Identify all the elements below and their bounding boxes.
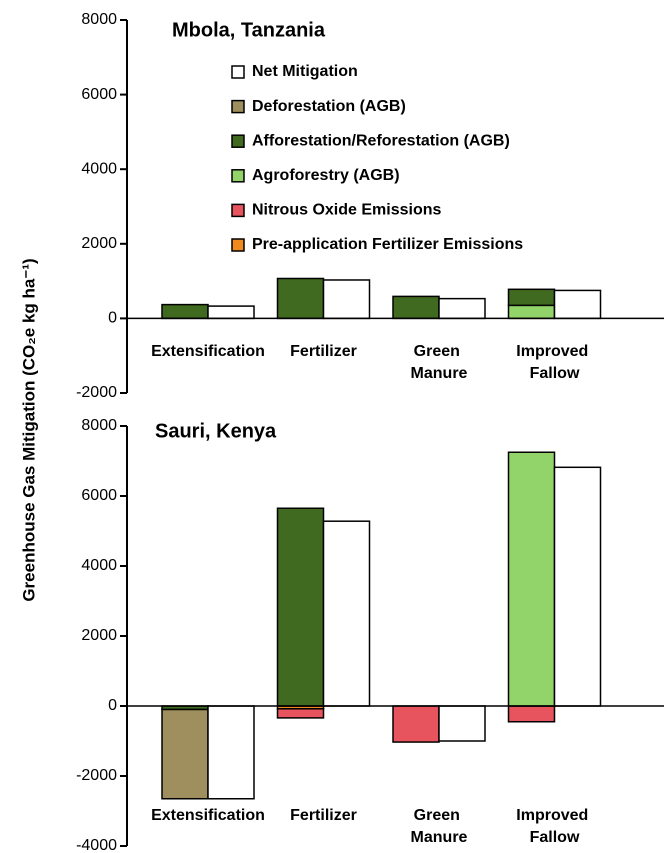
x-tick-label: Improved Fallow	[516, 807, 592, 846]
y-tick-label: -2000	[76, 767, 117, 784]
x-tick-label: Fertilizer	[290, 343, 357, 360]
y-tick-label: 6000	[81, 487, 117, 504]
y-axis-label: Greenhouse Gas Mitigation (CO₂e kg ha⁻¹)	[19, 258, 38, 601]
net-bar	[438, 297, 486, 320]
y-tick-label: 2000	[81, 627, 117, 644]
chart-title: Sauri, Kenya	[155, 420, 277, 442]
y-tick-label: -2000	[76, 384, 117, 401]
bar-segment	[161, 708, 209, 800]
y-tick-label: 6000	[81, 86, 117, 103]
legend-label: Agroforestry (AGB)	[252, 167, 400, 184]
y-tick-label: 2000	[81, 235, 117, 252]
legend-label: Nitrous Oxide Emissions	[252, 202, 441, 219]
x-tick-label: Improved Fallow	[516, 343, 592, 382]
net-bar	[207, 305, 255, 320]
x-tick-label: Extensification	[151, 343, 265, 360]
x-tick-label: Green Manure	[411, 807, 468, 846]
legend-swatch	[231, 203, 245, 218]
y-tick-label: 4000	[81, 160, 117, 177]
bar-segment	[507, 451, 556, 707]
bar-segment	[161, 303, 209, 320]
x-tick-label: Green Manure	[411, 343, 468, 382]
legend-swatch	[231, 99, 245, 114]
bar-segment	[276, 507, 325, 707]
chart-title: Mbola, Tanzania	[172, 19, 326, 41]
bar-segment	[276, 708, 325, 719]
bar-segment	[507, 705, 556, 723]
legend-swatch	[231, 65, 245, 79]
net-bar	[207, 705, 255, 800]
legend-label: Net Mitigation	[252, 63, 358, 80]
legend-label: Pre-application Fertilizer Emissions	[252, 236, 523, 253]
x-tick-label: Extensification	[151, 807, 265, 824]
net-bar	[438, 705, 486, 742]
legend-swatch	[231, 169, 245, 183]
bar-segment	[392, 705, 440, 743]
y-tick-label: 8000	[81, 11, 117, 28]
bar-segment	[276, 277, 325, 320]
bar-segment	[507, 304, 556, 320]
net-bar	[553, 289, 602, 320]
y-tick-label: 4000	[81, 557, 117, 574]
y-tick-label: -4000	[76, 837, 117, 853]
legend-label: Deforestation (AGB)	[252, 98, 406, 115]
bar-segment	[507, 288, 556, 307]
bar-segment	[392, 295, 440, 320]
y-tick-label: 8000	[81, 417, 117, 434]
legend-label: Afforestation/Reforestation (AGB)	[252, 132, 510, 149]
y-tick-label: 0	[108, 697, 117, 714]
y-tick-label: 0	[108, 310, 117, 327]
net-bar	[553, 466, 602, 707]
legend-swatch	[231, 134, 245, 148]
net-bar	[322, 279, 371, 320]
net-bar	[322, 520, 371, 707]
legend-swatch	[231, 238, 245, 252]
x-tick-label: Fertilizer	[290, 807, 357, 824]
